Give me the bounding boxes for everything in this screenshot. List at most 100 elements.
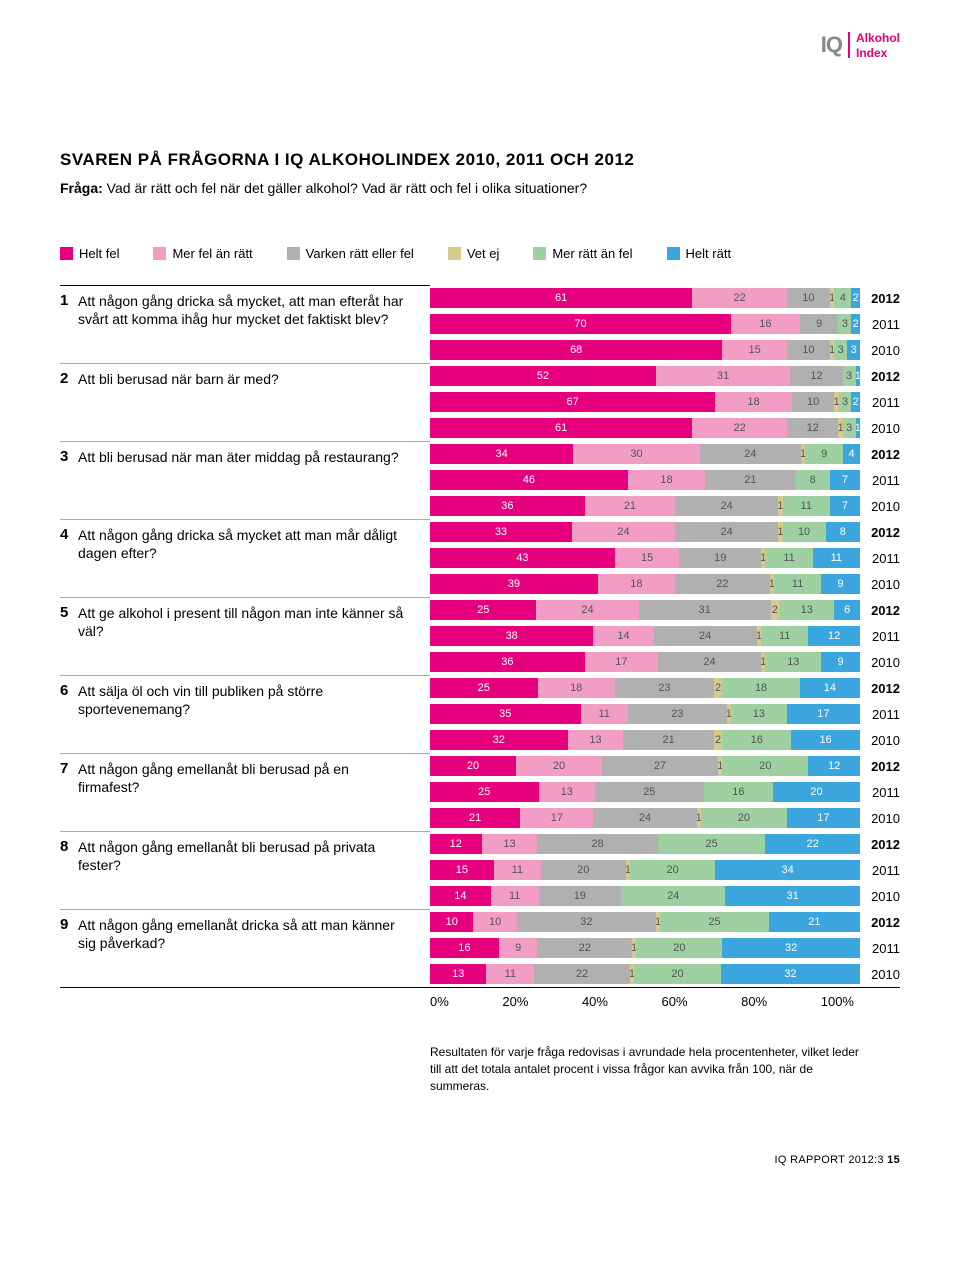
bar-segment: 7 — [830, 470, 860, 490]
bar-segment: 18 — [715, 392, 792, 412]
bar-row: 25132516202011 — [430, 779, 900, 805]
segment-value: 7 — [842, 474, 848, 486]
bar-segment: 15 — [430, 860, 494, 880]
bar-segment: 10 — [787, 340, 830, 360]
bar-segment: 25 — [660, 912, 769, 932]
segment-value: 35 — [499, 708, 511, 720]
bar-segment: 3 — [834, 340, 847, 360]
page-title: SVAREN PÅ FRÅGORNA I IQ ALKOHOLINDEX 201… — [60, 150, 900, 170]
segment-value: 39 — [508, 578, 520, 590]
segment-value: 23 — [658, 682, 670, 694]
segment-value: 11 — [783, 552, 794, 564]
bar-segment: 17 — [787, 808, 860, 828]
bar-segment: 22 — [692, 288, 787, 308]
segment-value: 12 — [828, 630, 840, 642]
segment-value: 13 — [589, 734, 601, 746]
bar-segment: 13 — [430, 964, 486, 984]
bar-segment: 17 — [585, 652, 658, 672]
bar-segment: 18 — [538, 678, 615, 698]
segment-value: 24 — [703, 656, 715, 668]
segment-value: 15 — [456, 864, 468, 876]
segment-value: 30 — [630, 448, 642, 460]
bar-segment: 9 — [499, 938, 538, 958]
segment-value: 14 — [454, 890, 466, 902]
bar-segment: 16 — [791, 730, 860, 750]
segment-value: 17 — [551, 812, 563, 824]
segment-value: 33 — [495, 526, 507, 538]
legend-label: Mer fel än rätt — [172, 246, 252, 261]
bar-segment: 43 — [430, 548, 615, 568]
stacked-bar: 10103212521 — [430, 912, 860, 932]
stacked-bar: 3621241117 — [430, 496, 860, 516]
segment-value: 20 — [673, 942, 685, 954]
legend-label: Varken rätt eller fel — [306, 246, 414, 261]
bar-segment: 25 — [430, 782, 539, 802]
bar-segment: 16 — [430, 938, 499, 958]
bar-segment: 24 — [658, 652, 761, 672]
segment-value: 43 — [516, 552, 528, 564]
segment-value: 13 — [787, 656, 799, 668]
segment-value: 21 — [744, 474, 756, 486]
stacked-bar: 2524312136 — [430, 600, 860, 620]
segment-value: 31 — [698, 604, 710, 616]
stacked-bar: 46182187 — [430, 470, 860, 490]
bar-segment: 10 — [792, 392, 835, 412]
year-label: 2010 — [860, 733, 900, 748]
question-text: Att sälja öl och vin till publiken på st… — [78, 682, 408, 718]
question-row: 6Att sälja öl och vin till publiken på s… — [60, 675, 900, 753]
segment-value: 20 — [759, 760, 771, 772]
bar-row: 202027120122012 — [430, 753, 900, 779]
bar-segment: 52 — [430, 366, 656, 386]
segment-value: 27 — [654, 760, 666, 772]
question-number: 5 — [60, 604, 78, 621]
segment-value: 25 — [477, 604, 489, 616]
question-number: 1 — [60, 292, 78, 309]
stacked-bar: 1411192431 — [430, 886, 860, 906]
bar-row: 211724120172010 — [430, 805, 900, 831]
year-label: 2010 — [860, 967, 900, 982]
bar-segment: 23 — [615, 678, 714, 698]
axis-tick: 80% — [741, 994, 767, 1020]
bar-segment: 36 — [430, 496, 585, 516]
bar-segment: 34 — [430, 444, 573, 464]
segment-value: 18 — [755, 682, 767, 694]
bar-segment: 17 — [520, 808, 593, 828]
bar-row: 431519111112011 — [430, 545, 900, 571]
segment-value: 22 — [716, 578, 728, 590]
subtitle-text: Vad är rätt och fel när det gäller alkoh… — [103, 180, 587, 196]
question-text: Att ge alkohol i present till någon man … — [78, 604, 408, 640]
segment-value: 34 — [496, 448, 508, 460]
legend-swatch — [287, 247, 300, 260]
bar-segment: 12 — [430, 834, 482, 854]
year-label: 2012 — [860, 369, 900, 384]
stacked-bar: 52311231 — [430, 366, 860, 386]
segment-value: 31 — [717, 370, 729, 382]
year-label: 2012 — [860, 759, 900, 774]
segment-value: 16 — [458, 942, 470, 954]
segment-value: 21 — [808, 916, 820, 928]
segment-value: 25 — [706, 838, 718, 850]
segment-value: 3 — [846, 422, 852, 434]
year-label: 2011 — [860, 785, 900, 800]
bar-segment: 16 — [731, 314, 800, 334]
segment-value: 34 — [781, 864, 793, 876]
bar-segment: 22 — [765, 834, 860, 854]
segment-value: 13 — [452, 968, 464, 980]
bar-segment: 13 — [482, 834, 538, 854]
segment-value: 15 — [749, 344, 761, 356]
page-footer: IQ RAPPORT 2012:3 15 — [60, 1154, 900, 1166]
segment-value: 16 — [732, 786, 744, 798]
stacked-bar: 2513251620 — [430, 782, 860, 802]
bar-segment: 6 — [834, 600, 860, 620]
segment-value: 9 — [515, 942, 521, 954]
bar-segment: 20 — [636, 938, 722, 958]
bar-segment: 13 — [539, 782, 595, 802]
bar-segment: 11 — [581, 704, 628, 724]
bar-segment: 39 — [430, 574, 598, 594]
question-cell: 9Att någon gång emellanåt dricka så att … — [60, 909, 430, 987]
question-row: 9Att någon gång emellanåt dricka så att … — [60, 909, 900, 987]
segment-value: 25 — [643, 786, 655, 798]
bar-segment: 11 — [813, 548, 860, 568]
segment-value: 61 — [555, 292, 567, 304]
bar-segment: 23 — [628, 704, 727, 724]
